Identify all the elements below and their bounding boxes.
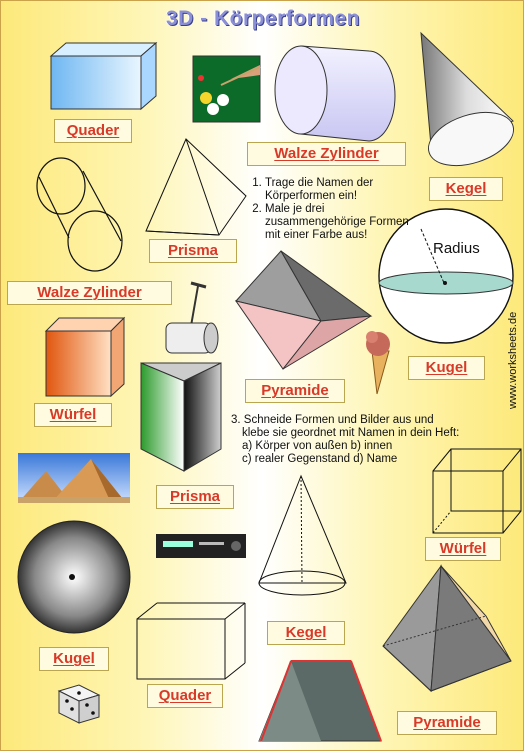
cube-outline-shape bbox=[432, 448, 522, 534]
square-pyramid-shape bbox=[382, 564, 512, 693]
lawn-roller-drawing bbox=[165, 281, 219, 354]
blue-cuboid-shape bbox=[49, 41, 158, 111]
label-quader-2[interactable]: Quader bbox=[147, 684, 223, 708]
sphere-with-radius-shape bbox=[378, 208, 514, 344]
instruction-3-line4: c) realer Gegenstand d) Name bbox=[242, 453, 398, 465]
cone-outline-shape bbox=[258, 474, 347, 596]
instruction-3-line3: a) Körper von außen b) innen bbox=[242, 440, 393, 452]
label-quader-1[interactable]: Quader bbox=[54, 119, 132, 143]
label-kugel-1[interactable]: Kugel bbox=[408, 356, 485, 380]
label-wuerfel-1[interactable]: Würfel bbox=[34, 403, 112, 427]
billiard-photo bbox=[192, 55, 261, 123]
cone-shape-1 bbox=[420, 31, 514, 167]
label-pyramide-1[interactable]: Pyramide bbox=[245, 379, 345, 403]
ice-cream-drawing bbox=[366, 331, 390, 395]
egypt-pyramids-photo bbox=[18, 453, 130, 503]
prism-outline-shape bbox=[145, 138, 247, 236]
cuboid-outline-shape bbox=[136, 602, 246, 680]
triangular-prism-shape bbox=[140, 362, 222, 472]
label-walze-zylinder-2[interactable]: Walze Zylinder bbox=[7, 281, 172, 305]
instructions-block-2: 3. Schneide Formen und Bilder aus und kl… bbox=[231, 414, 491, 466]
instruction-2: Male je drei zusammengehörige Formen mit… bbox=[265, 203, 417, 242]
website-credit: www.worksheets.de bbox=[507, 311, 519, 409]
cylinder-horizontal-shape bbox=[274, 45, 396, 142]
label-kegel-2[interactable]: Kegel bbox=[267, 621, 345, 645]
instruction-1: Trage die Namen der Körperformen ein! bbox=[265, 177, 417, 203]
label-kugel-2[interactable]: Kugel bbox=[39, 647, 109, 671]
label-wuerfel-2[interactable]: Würfel bbox=[425, 537, 501, 561]
instruction-3-line2: klebe sie geordnet mit Namen in dein Hef… bbox=[242, 427, 460, 439]
dice-drawing bbox=[57, 684, 101, 724]
cylinder-outline-shape bbox=[36, 157, 123, 272]
instruction-3-number: 3. bbox=[231, 414, 241, 426]
page-title: 3D - Körperformen bbox=[165, 7, 361, 30]
label-pyramide-2[interactable]: Pyramide bbox=[397, 711, 497, 735]
label-kegel-1[interactable]: Kegel bbox=[429, 177, 503, 201]
tent-photo bbox=[258, 660, 382, 742]
double-pyramid-shape bbox=[234, 250, 373, 370]
label-walze-zylinder-1[interactable]: Walze Zylinder bbox=[247, 142, 406, 166]
stereo-device-photo bbox=[156, 534, 246, 558]
label-prisma-2[interactable]: Prisma bbox=[156, 485, 234, 509]
orange-cube-shape bbox=[44, 316, 126, 398]
instruction-3-line1: Schneide Formen und Bilder aus und bbox=[243, 414, 434, 426]
instructions-block-1: Trage die Namen der Körperformen ein! Ma… bbox=[247, 177, 417, 242]
sphere-shape bbox=[17, 520, 131, 634]
radius-label: Radius bbox=[433, 240, 480, 257]
label-prisma-1[interactable]: Prisma bbox=[149, 239, 237, 263]
